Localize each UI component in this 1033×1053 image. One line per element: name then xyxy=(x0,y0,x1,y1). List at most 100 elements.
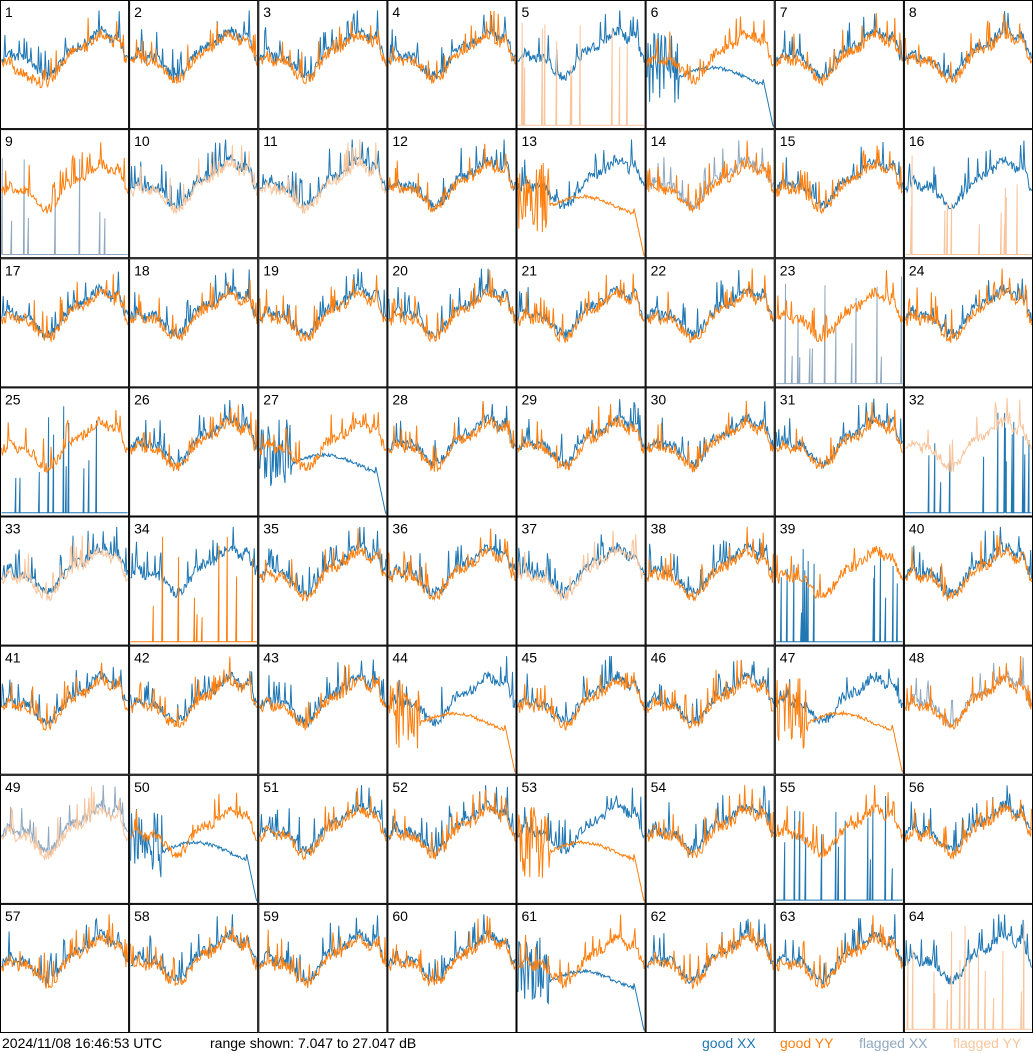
panel-36-yy-trace xyxy=(388,528,516,602)
panel-27-xx-trace xyxy=(259,419,387,515)
panel-64-label: 64 xyxy=(909,908,925,924)
panel-53-xx-trace xyxy=(517,787,645,855)
panel-26-border xyxy=(129,387,259,517)
panel-24-xx-trace xyxy=(905,278,1032,339)
panel-40: 40 xyxy=(903,516,1033,646)
panel-51-yy-trace xyxy=(259,787,387,861)
panel-1-yy-trace xyxy=(1,17,128,89)
panel-50-yy-trace xyxy=(130,792,258,859)
panel-33-yy-trace xyxy=(1,535,129,602)
panel-49-yy-trace xyxy=(1,786,129,861)
panel-6-label: 6 xyxy=(651,4,659,20)
legend-word: good xyxy=(780,1035,812,1051)
panel-6-border xyxy=(645,0,775,130)
panel-18-yy-trace xyxy=(130,279,258,341)
panel-16-label: 16 xyxy=(909,133,925,149)
panel-15: 15 xyxy=(774,129,904,259)
panel-41-xx-trace xyxy=(1,666,128,728)
panel-9-yy-trace xyxy=(1,142,129,214)
panel-17-yy-trace xyxy=(1,274,129,342)
panel-28-xx-trace xyxy=(388,401,516,468)
panel-46-border xyxy=(645,645,775,775)
panel-10: 10 xyxy=(129,129,259,259)
panel-21: 21 xyxy=(516,258,646,388)
panel-51-xx-trace xyxy=(259,785,387,855)
panel-24-yy-trace xyxy=(904,268,1032,343)
panel-64-xx-trace xyxy=(904,914,1032,985)
panel-55-yy-trace xyxy=(775,785,903,859)
range-shown: range shown: 7.047 to 27.047 dB xyxy=(210,1035,417,1051)
panel-35-yy-trace xyxy=(259,528,387,602)
panel-29-label: 29 xyxy=(522,391,538,407)
panel-28: 28 xyxy=(387,387,517,517)
panel-61-xx-trace xyxy=(517,937,645,1031)
panel-5: 5 xyxy=(516,0,646,130)
panel-47: 47 xyxy=(774,645,904,775)
panel-48-yy-trace xyxy=(904,655,1032,730)
panel-27-label: 27 xyxy=(263,391,279,407)
panel-7: 7 xyxy=(774,0,904,130)
panel-29-xx-trace xyxy=(517,399,645,469)
panel-37: 37 xyxy=(516,516,646,646)
panel-19-yy-trace xyxy=(259,275,387,343)
legend-good-xx: good XX xyxy=(702,1035,756,1051)
panel-34-xx-trace xyxy=(130,526,258,599)
panel-43: 43 xyxy=(258,645,388,775)
panel-44-border xyxy=(387,645,517,775)
panel-20-label: 20 xyxy=(392,262,408,278)
panel-39: 39 xyxy=(774,516,904,646)
panel-34-label: 34 xyxy=(134,521,150,537)
panel-61-yy-trace xyxy=(517,914,645,989)
panel-40-xx-trace xyxy=(904,526,1032,598)
panel-21-yy-trace xyxy=(517,273,645,343)
panel-3-border xyxy=(258,0,388,130)
panel-21-xx-trace xyxy=(517,285,645,339)
panel-40-yy-trace xyxy=(904,534,1032,602)
panel-36-xx-trace xyxy=(388,533,516,598)
panel-8: 8 xyxy=(903,0,1033,130)
panel-53-label: 53 xyxy=(522,779,538,795)
panel-18-label: 18 xyxy=(134,262,150,278)
panel-37-label: 37 xyxy=(522,521,538,537)
panel-35-border xyxy=(258,516,388,646)
legend-word: flagged xyxy=(953,1035,999,1051)
panel-42-label: 42 xyxy=(134,650,150,666)
panel-33-xx-trace xyxy=(1,526,129,598)
panel-38-label: 38 xyxy=(651,521,667,537)
panel-37-yy-trace xyxy=(517,530,645,601)
panel-30-yy-trace xyxy=(646,400,774,473)
panel-6: 6 xyxy=(645,0,775,130)
panel-15-yy-trace xyxy=(775,145,903,214)
panel-49: 49 xyxy=(0,774,130,904)
panel-18: 18 xyxy=(129,258,259,388)
panel-31-yy-trace xyxy=(775,401,903,469)
panel-2-label: 2 xyxy=(134,4,142,20)
panel-57-border xyxy=(0,903,130,1033)
panel-5-xx-trace xyxy=(517,10,645,81)
panel-4-border xyxy=(387,0,517,130)
panel-23-label: 23 xyxy=(780,262,796,278)
panel-29-yy-trace xyxy=(517,403,645,471)
panel-45-yy-trace xyxy=(517,672,645,731)
panel-55-label: 55 xyxy=(780,779,796,795)
panel-25-yy-trace xyxy=(1,409,129,474)
panel-25-xx-trace xyxy=(1,406,128,514)
panel-52-label: 52 xyxy=(392,779,408,795)
panel-10-label: 10 xyxy=(134,133,150,149)
panel-58-xx-trace xyxy=(130,914,258,984)
panel-20-yy-trace xyxy=(388,269,516,343)
panel-27: 27 xyxy=(258,387,388,517)
panel-59-label: 59 xyxy=(263,908,279,924)
panel-56-xx-trace xyxy=(904,785,1032,854)
panel-1: 1 xyxy=(0,0,130,130)
panel-20: 20 xyxy=(387,258,517,388)
panel-11-label: 11 xyxy=(263,133,278,149)
panel-36-border xyxy=(387,516,517,646)
panel-45: 45 xyxy=(516,645,646,775)
panel-52-border xyxy=(387,774,517,904)
panel-41-label: 41 xyxy=(5,650,21,666)
panel-47-border xyxy=(774,645,904,775)
panel-49-label: 49 xyxy=(5,779,21,795)
panel-23: 23 xyxy=(774,258,904,388)
